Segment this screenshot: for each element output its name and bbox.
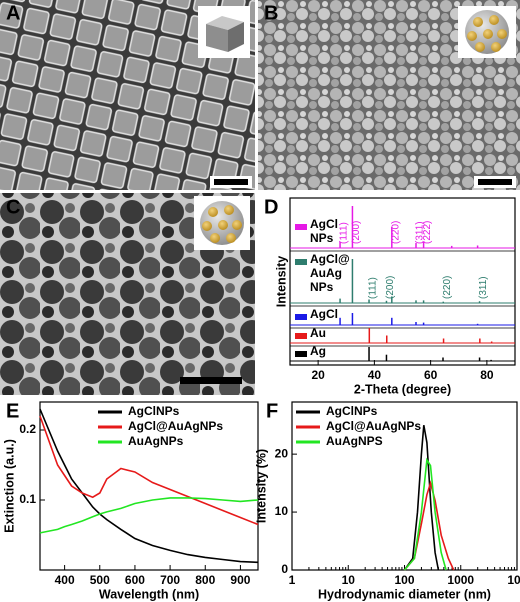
legend-label: AuAgNPS xyxy=(326,434,383,448)
x-tick-label: 1 xyxy=(289,573,296,587)
panel-label: A xyxy=(6,2,20,24)
plot-frame xyxy=(39,401,259,571)
y-tick-label: 0 xyxy=(281,562,288,576)
legend-swatch xyxy=(295,333,307,339)
peak-label: (311) xyxy=(415,221,426,244)
x-tick-label: 400 xyxy=(55,573,75,587)
legend-label: AgClNPs xyxy=(128,404,180,418)
legend-label: AgCl@ AuAg NPs xyxy=(310,252,350,294)
legend-swatch xyxy=(295,224,307,230)
data-line xyxy=(39,415,259,526)
x-tick-label: 800 xyxy=(195,573,215,587)
legend-box: AgCl NPs xyxy=(310,217,338,245)
legend-label: Ag xyxy=(310,344,326,358)
y-axis-label: Intensity (%) xyxy=(254,449,268,523)
peak-label: (200) xyxy=(385,276,396,299)
x-tick-label: 700 xyxy=(160,573,180,587)
micrograph-c xyxy=(0,193,255,395)
legend-box: AgCl@ AuAg NPs xyxy=(310,252,350,294)
x-tick-label: 600 xyxy=(125,573,145,587)
x-axis-label: 2-Theta (degree) xyxy=(354,382,451,396)
legend-label: AgClNPs xyxy=(326,404,378,418)
x-tick-label: 20 xyxy=(311,368,325,382)
x-axis-label: Hydrodynamic diameter (nm) xyxy=(318,587,491,601)
legend-swatch xyxy=(295,314,307,320)
x-tick-label: 1000 xyxy=(447,573,474,587)
peak-label: (200) xyxy=(351,221,362,244)
x-tick-label: 10 xyxy=(342,573,356,587)
peak-label: (220) xyxy=(390,221,401,244)
peak-label: (111) xyxy=(368,277,379,299)
peak-label: (111) xyxy=(339,222,350,244)
peak-label: (220) xyxy=(442,276,453,299)
y-axis-label: Extinction (a.u.) xyxy=(2,439,16,533)
x-tick-label: 100 xyxy=(394,573,414,587)
x-tick-label: 900 xyxy=(230,573,250,587)
panel-label: E xyxy=(6,400,19,422)
legend-box: Ag xyxy=(310,344,326,358)
micrograph-a xyxy=(0,0,255,190)
legend-swatch xyxy=(295,259,307,265)
x-tick-label: 500 xyxy=(90,573,110,587)
legend-label: AgCl@AuAgNPs xyxy=(128,419,223,433)
data-line xyxy=(403,457,447,571)
legend-label: Au xyxy=(310,326,326,340)
data-line xyxy=(39,497,259,534)
x-tick-label: 60 xyxy=(424,368,438,382)
y-tick-label: 20 xyxy=(275,446,289,460)
panel-label: C xyxy=(6,196,20,218)
plot-frame xyxy=(289,197,516,366)
y-tick-label: 0.2 xyxy=(19,422,36,436)
x-tick-label: 80 xyxy=(480,368,494,382)
panel-label: F xyxy=(266,400,278,422)
y-tick-label: 10 xyxy=(275,504,289,518)
legend-label: AgCl NPs xyxy=(310,217,338,245)
panel-label: D xyxy=(264,196,278,218)
legend-box: Au xyxy=(310,326,326,340)
x-axis-label: Wavelength (nm) xyxy=(99,587,199,601)
peak-label: (222) xyxy=(422,221,433,244)
legend-label: AuAgNPs xyxy=(128,434,184,448)
legend-swatch xyxy=(295,351,307,357)
legend-label: AgCl@AuAgNPs xyxy=(326,419,421,433)
y-axis-label: Intensity xyxy=(274,256,288,307)
y-tick-label: 0.1 xyxy=(19,492,36,506)
micrograph-b xyxy=(258,0,520,190)
data-line xyxy=(39,408,259,564)
data-line xyxy=(403,480,455,571)
panel-label: B xyxy=(264,2,278,24)
data-line xyxy=(403,425,440,571)
x-tick-label: 40 xyxy=(368,368,382,382)
legend-label: AgCl xyxy=(310,307,338,321)
x-tick-label: 10⁴ xyxy=(507,573,520,587)
peak-label: (311) xyxy=(478,276,489,299)
legend-box: AgCl xyxy=(310,307,338,321)
